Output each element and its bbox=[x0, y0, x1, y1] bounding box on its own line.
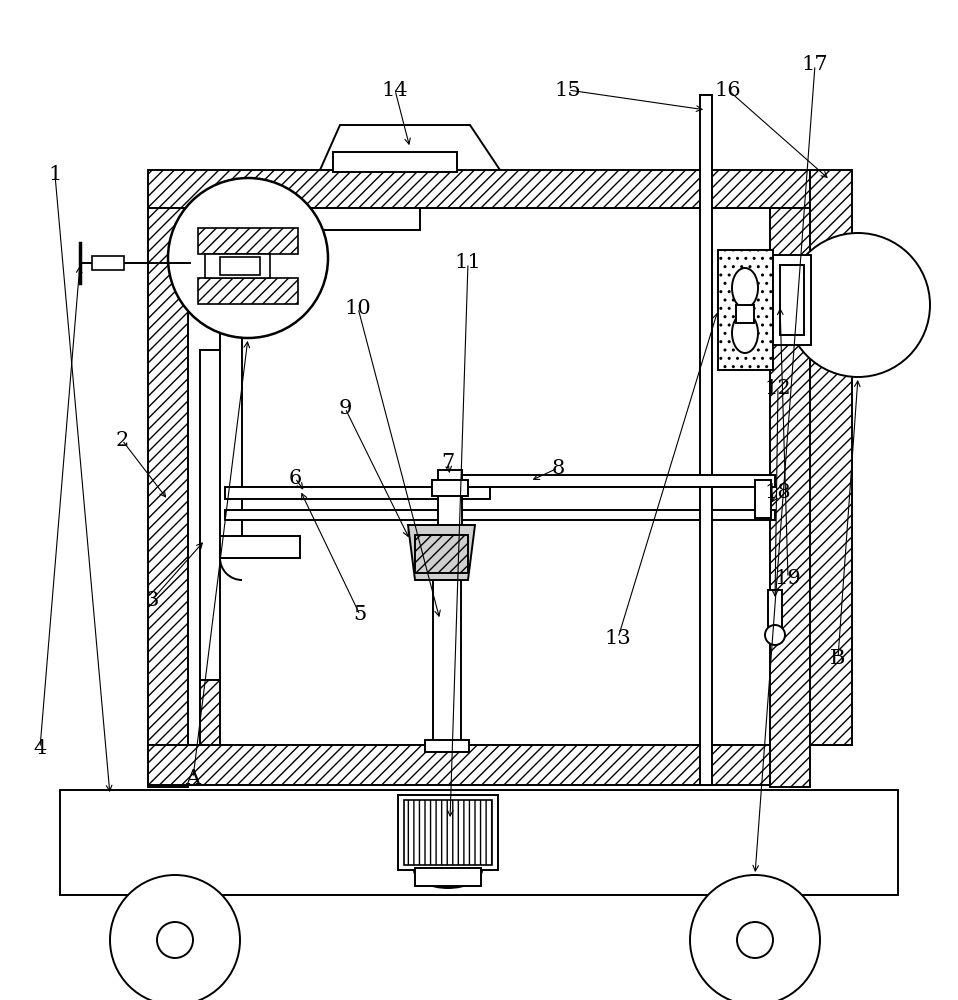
Polygon shape bbox=[408, 525, 475, 580]
Text: 12: 12 bbox=[764, 378, 791, 397]
Bar bbox=[220, 208, 242, 558]
Text: 2: 2 bbox=[115, 430, 128, 450]
Bar bbox=[773, 255, 811, 345]
Text: 14: 14 bbox=[381, 81, 408, 100]
Text: 4: 4 bbox=[34, 738, 47, 758]
Bar bbox=[718, 250, 773, 370]
Bar bbox=[205, 254, 270, 278]
Bar bbox=[148, 205, 188, 787]
Bar bbox=[770, 205, 810, 787]
Bar bbox=[768, 590, 782, 632]
Bar bbox=[200, 680, 220, 745]
Polygon shape bbox=[320, 125, 500, 170]
Circle shape bbox=[110, 875, 240, 1000]
Bar bbox=[432, 480, 468, 496]
Bar bbox=[780, 265, 804, 335]
Bar bbox=[198, 228, 298, 254]
Text: 9: 9 bbox=[338, 398, 352, 418]
Circle shape bbox=[786, 233, 930, 377]
Text: 1: 1 bbox=[48, 165, 61, 184]
Bar bbox=[188, 208, 770, 745]
Bar bbox=[148, 170, 810, 208]
Text: 3: 3 bbox=[146, 590, 159, 609]
Bar bbox=[198, 278, 298, 304]
Text: 7: 7 bbox=[442, 452, 455, 472]
Bar bbox=[220, 257, 260, 275]
Text: A: A bbox=[186, 768, 200, 788]
Bar bbox=[415, 868, 481, 886]
Bar bbox=[425, 740, 469, 752]
Bar bbox=[200, 350, 220, 745]
Bar bbox=[810, 170, 852, 745]
Text: 6: 6 bbox=[288, 468, 302, 488]
Text: B: B bbox=[831, 648, 846, 668]
Bar bbox=[220, 208, 420, 230]
Circle shape bbox=[168, 178, 328, 338]
Bar bbox=[220, 536, 300, 558]
Bar bbox=[438, 470, 462, 525]
Text: 5: 5 bbox=[354, 605, 367, 624]
Ellipse shape bbox=[732, 268, 758, 308]
Text: 15: 15 bbox=[555, 81, 582, 100]
Text: 17: 17 bbox=[802, 55, 829, 75]
Text: 11: 11 bbox=[455, 253, 481, 272]
Circle shape bbox=[737, 922, 773, 958]
Bar bbox=[60, 790, 898, 895]
Bar bbox=[700, 95, 712, 785]
Text: 18: 18 bbox=[764, 483, 791, 502]
Bar bbox=[333, 152, 457, 172]
Bar bbox=[225, 487, 490, 499]
Bar bbox=[755, 480, 771, 518]
Bar bbox=[404, 800, 492, 865]
Circle shape bbox=[765, 625, 785, 645]
Text: 19: 19 bbox=[775, 568, 802, 587]
Text: 16: 16 bbox=[715, 81, 741, 100]
Bar bbox=[433, 580, 461, 745]
Text: 13: 13 bbox=[604, 629, 631, 648]
Bar bbox=[448, 475, 775, 487]
Circle shape bbox=[690, 875, 820, 1000]
Ellipse shape bbox=[732, 313, 758, 353]
Text: 10: 10 bbox=[345, 298, 372, 318]
Bar bbox=[148, 745, 770, 785]
Circle shape bbox=[157, 922, 193, 958]
Bar bbox=[398, 795, 498, 870]
Bar bbox=[415, 535, 468, 573]
Bar bbox=[736, 305, 754, 323]
Bar bbox=[92, 256, 124, 270]
Bar bbox=[225, 510, 775, 520]
Text: 8: 8 bbox=[552, 458, 564, 478]
